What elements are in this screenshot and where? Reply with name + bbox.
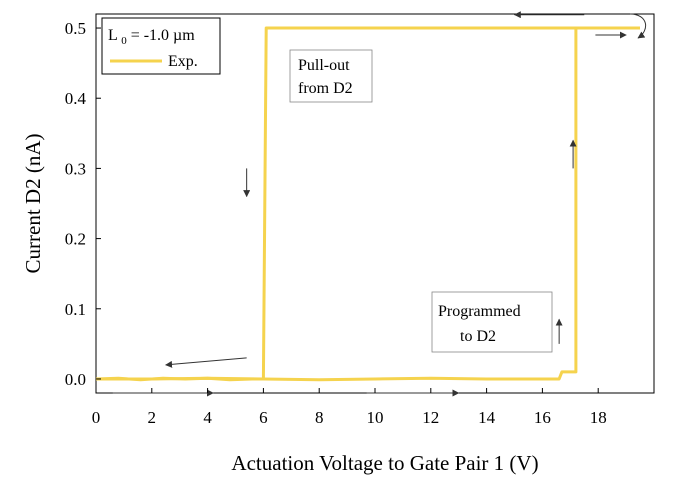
x-tick-label: 4 — [203, 408, 212, 427]
series-layer — [95, 26, 640, 382]
annotation-pullout-line1: Pull-out — [298, 57, 350, 74]
annotation-pullout-box — [289, 49, 373, 103]
legend: L 0 = -1.0 µm Exp. — [101, 17, 221, 75]
y-tick-label: 0.2 — [65, 230, 86, 249]
x-tick-label: 10 — [367, 408, 384, 427]
x-tick-label: 16 — [534, 408, 551, 427]
legend-header-main: L — [108, 27, 117, 44]
annotation-programmed: Programmed to D2 — [431, 291, 553, 353]
x-tick-label: 8 — [315, 408, 324, 427]
annotation-programmed-line1: Programmed — [438, 303, 521, 320]
annotation-pullout-line2: from D2 — [298, 80, 353, 97]
y-axis-title: Current D2 (nA) — [21, 134, 45, 274]
legend-header-sub: 0 — [121, 35, 127, 47]
annotation-programmed-line2: to D2 — [460, 328, 496, 345]
y-tick-label: 0.0 — [65, 370, 86, 389]
x-tick-label: 6 — [259, 408, 268, 427]
legend-header: L 0 = -1.0 µm — [108, 27, 195, 48]
arrow-bottom-left — [165, 357, 247, 368]
legend-entry-exp: Exp. — [168, 53, 198, 70]
loop-arrow — [630, 13, 647, 39]
series-exp-line-2 — [96, 28, 578, 382]
legend-header-rest: = -1.0 µm — [131, 27, 196, 44]
ticks-layer: 0 2 4 6 8 10 12 14 16 18 0.0 0.1 0.2 0.3 0.4 0.5 — [65, 19, 607, 427]
arrows-layer — [112, 11, 627, 397]
x-tick-label: 2 — [148, 408, 157, 427]
x-tick-label: 12 — [422, 408, 439, 427]
y-tick-label: 0.4 — [65, 89, 87, 108]
y-tick-label: 0.3 — [65, 159, 86, 178]
x-tick-label: 18 — [590, 408, 607, 427]
x-tick-label: 0 — [92, 408, 101, 427]
plot-area: 0 2 4 6 8 10 12 14 16 18 0.0 0.1 0.2 0.3 0.4 0.5 — [65, 11, 655, 427]
y-tick-label: 0.5 — [65, 19, 86, 38]
annotation-programmed-box — [431, 291, 553, 353]
y-tick-label: 0.1 — [65, 300, 86, 319]
x-axis-title: Actuation Voltage to Gate Pair 1 (V) — [231, 451, 538, 475]
annotation-pullout: Pull-out from D2 — [289, 49, 373, 103]
x-tick-label: 14 — [478, 408, 496, 427]
legend-box — [101, 17, 221, 75]
